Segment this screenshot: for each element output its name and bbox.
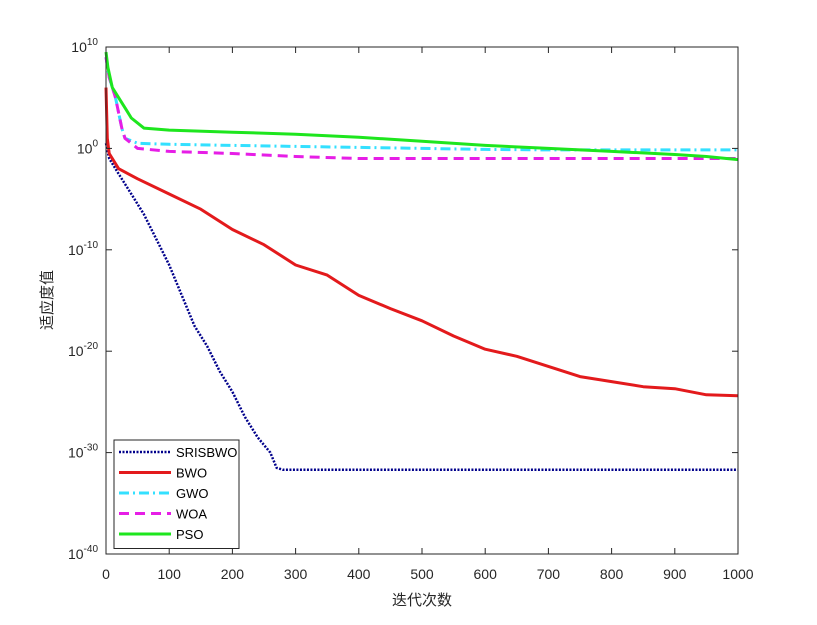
y-tick-label: 10-30 — [68, 443, 98, 461]
y-tick-label: 10-20 — [68, 341, 98, 359]
x-tick-label: 400 — [347, 566, 371, 582]
series-line-srisbwo — [104, 143, 738, 472]
x-tick-label: 500 — [410, 566, 434, 582]
y-tick-label: 10-10 — [68, 240, 98, 258]
series-line-bwo — [104, 87, 739, 398]
y-tick-label: 10-40 — [68, 544, 98, 562]
series-layer — [104, 51, 739, 472]
y-tick-label: 100 — [77, 138, 99, 156]
series-line-gwo — [104, 56, 738, 152]
legend-label-bwo: BWO — [176, 466, 207, 481]
series-line-woa — [104, 56, 738, 160]
x-tick-label: 0 — [102, 566, 110, 582]
legend-label-woa: WOA — [176, 507, 207, 522]
y-axis-label: 适应度值 — [38, 270, 56, 330]
x-tick-label: 600 — [474, 566, 498, 582]
x-tick-label: 100 — [158, 566, 182, 582]
x-tick-label: 300 — [284, 566, 308, 582]
x-tick-label: 1000 — [722, 566, 753, 582]
x-axis-label: 迭代次数 — [392, 591, 452, 609]
y-tick-label: 1010 — [71, 37, 98, 55]
legend-label-srisbwo: SRISBWO — [176, 445, 237, 460]
tick-layer: 0 100 200 300 400 500 600 700 800 900 1000 1010 100 1… — [68, 37, 754, 582]
legend-label-pso: PSO — [176, 527, 203, 542]
legend-label-gwo: GWO — [176, 486, 209, 501]
x-tick-label: 900 — [663, 566, 687, 582]
x-tick-label: 800 — [600, 566, 624, 582]
x-tick-label: 700 — [537, 566, 561, 582]
legend: SRISBWO BWO GWO WOA PSO — [113, 439, 240, 549]
series-line-pso — [104, 51, 739, 162]
x-tick-label: 200 — [221, 566, 245, 582]
